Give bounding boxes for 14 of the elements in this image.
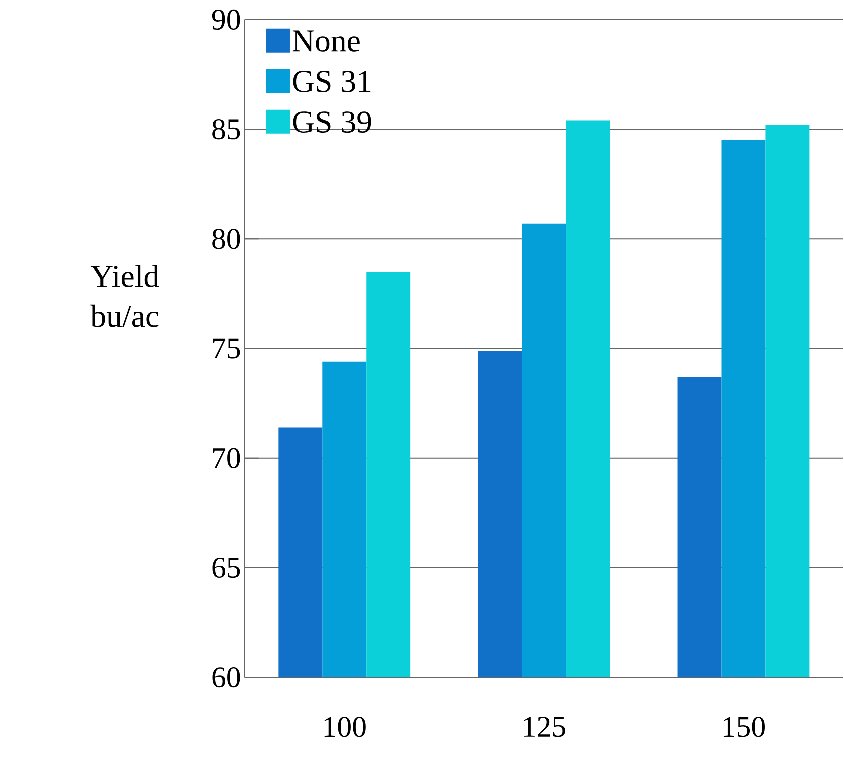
y-axis-title: Yield bu/ac bbox=[90, 265, 160, 328]
y-tick-label: 80 bbox=[212, 229, 240, 250]
y-tick-label: 70 bbox=[213, 448, 240, 469]
legend-label: GS 39 bbox=[293, 112, 372, 134]
x-tick-label: 150 bbox=[724, 717, 765, 738]
y-tick-label: 65 bbox=[212, 558, 240, 578]
x-tick-label: 125 bbox=[524, 717, 566, 738]
y-tick-label: 90 bbox=[212, 10, 240, 30]
y-tick-label: 60 bbox=[212, 668, 240, 688]
x-tick-label: 100 bbox=[324, 717, 366, 738]
legend-label: None bbox=[292, 30, 360, 52]
y-tick-label: 75 bbox=[213, 339, 240, 359]
y-tick-label: 85 bbox=[212, 120, 240, 140]
legend-label: GS 31 bbox=[293, 71, 371, 93]
